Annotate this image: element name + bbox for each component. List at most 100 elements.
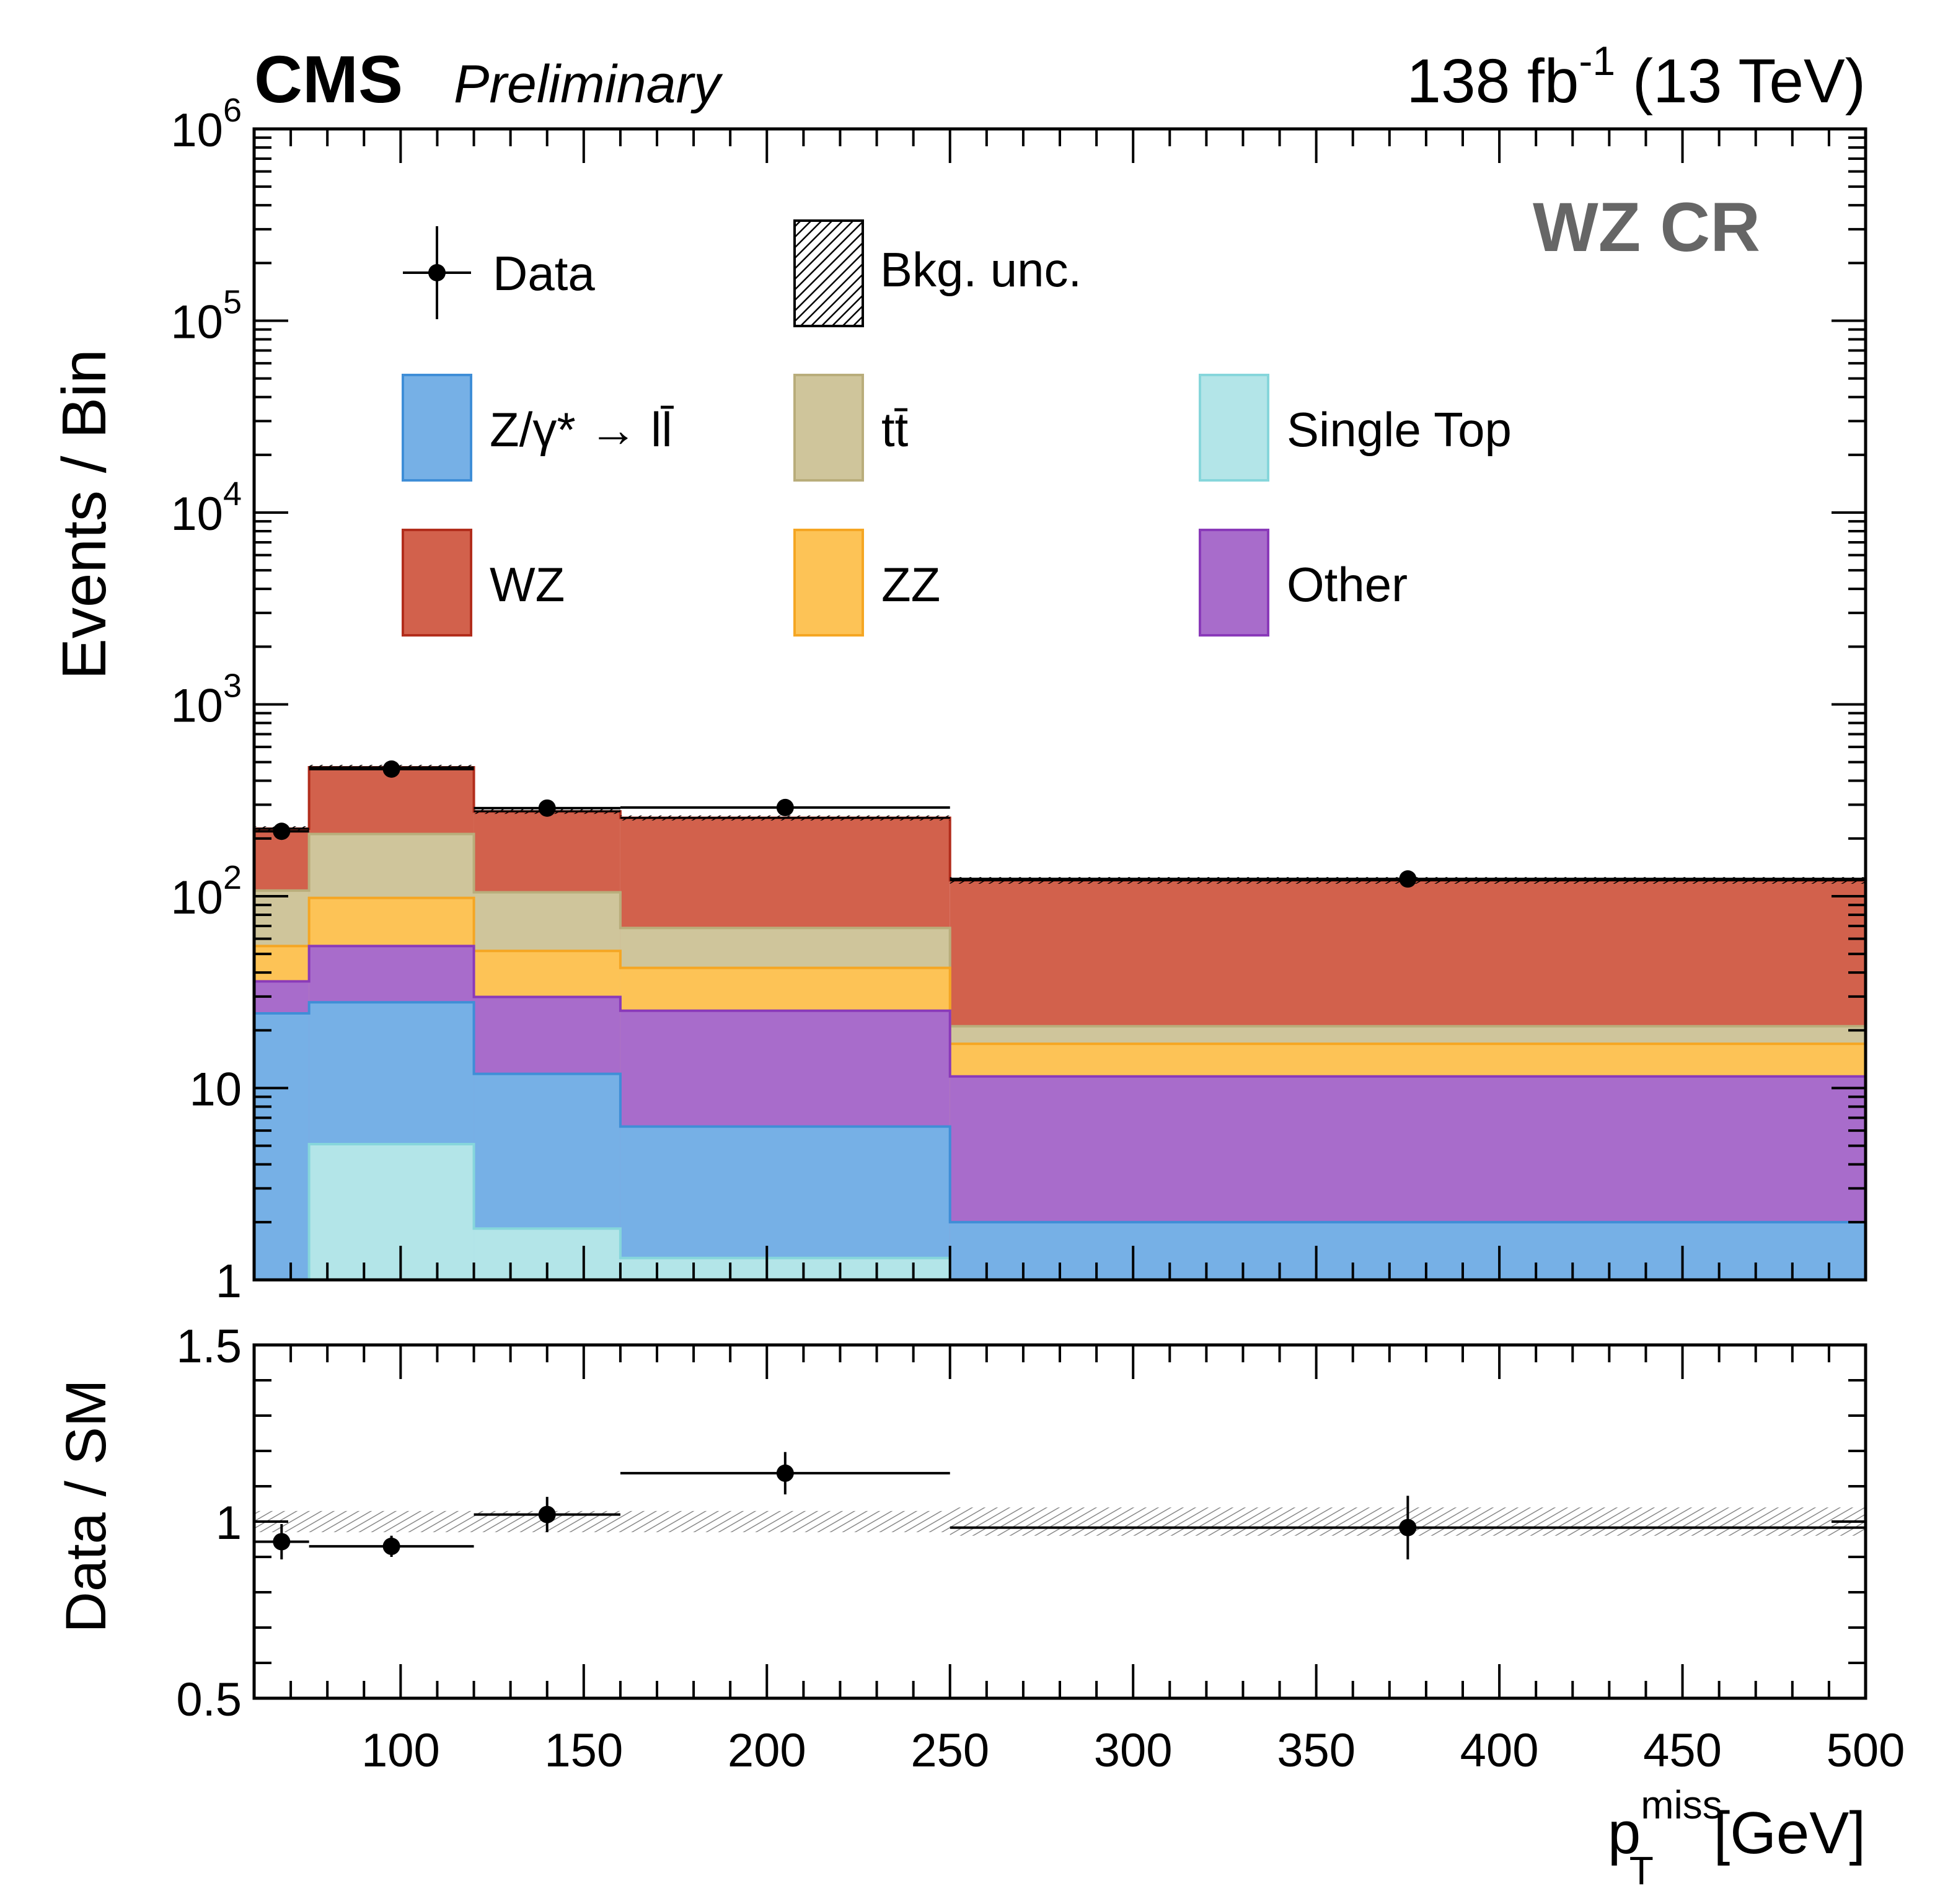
data-point-0	[254, 822, 309, 840]
legend-label-1: tt̄	[881, 402, 909, 457]
ratio-marker-1	[382, 1537, 400, 1555]
ratio-point-2	[474, 1497, 620, 1533]
cms-label: CMS	[254, 42, 403, 117]
legend-label-5: Other	[1287, 557, 1408, 612]
ratio-marker-0	[273, 1533, 291, 1551]
ratio-point-0	[254, 1523, 309, 1559]
legend-label-0: Z/γ* → ll̄	[490, 402, 674, 457]
legend-swatch-4	[793, 529, 864, 637]
series-3-outline	[254, 896, 1866, 1046]
ratio-point-4	[950, 1496, 1866, 1559]
data-marker-1	[382, 760, 400, 778]
x-axis-title-sup: miss	[1641, 1783, 1722, 1827]
data-marker-2	[538, 799, 556, 817]
legend-series-entries: Z/γ* → ll̄ tt̄ Single Top WZ ZZ Other	[402, 374, 1512, 637]
bar-0-3	[620, 1258, 950, 1280]
stacked-histogram	[254, 765, 1866, 1281]
series-1-group	[254, 1001, 1866, 1280]
lumi-energy: (13 TeV)	[1615, 46, 1866, 116]
legend-swatch-1	[793, 374, 864, 482]
legend-swatch-5	[1199, 529, 1269, 637]
legend-entry-data: Data	[403, 226, 595, 319]
ratio-y-axis-title: Data / SM	[55, 1379, 118, 1633]
legend-data-marker	[428, 264, 446, 281]
y-tick-exp-4: 4	[223, 475, 242, 513]
y-tick-base-3: 10	[170, 680, 223, 733]
legend-swatch-bkg-unc	[793, 219, 864, 327]
data-marker-4	[1399, 870, 1417, 888]
ratio-marker-4	[1399, 1518, 1417, 1536]
ratio-y-tick-label-0: 0.5	[176, 1673, 242, 1726]
x-axis-title: pmiss T [GeV]	[1608, 1783, 1866, 1893]
ratio-point-3	[620, 1452, 950, 1495]
lumi-label: 138 fb-1 (13 TeV)	[1406, 38, 1866, 116]
x-tick-label-100: 100	[361, 1724, 440, 1777]
data-marker-3	[776, 798, 794, 816]
y-tick-exp-2: 2	[223, 859, 242, 896]
legend-entry-bkg-unc: Bkg. unc.	[793, 219, 1082, 327]
x-tick-label-250: 250	[910, 1724, 989, 1777]
legend-label-4: ZZ	[881, 557, 940, 612]
lumi-value: 138 fb	[1406, 46, 1579, 116]
legend: Data Bkg. unc. Z/γ* → ll̄ tt̄ Single Top WZ…	[402, 219, 1512, 637]
y-tick-exp-3: 3	[223, 668, 242, 705]
y-tick-exp-5: 5	[223, 284, 242, 321]
y-tick-label-4: 104	[170, 475, 242, 540]
x-axis-title-main: p	[1608, 1800, 1641, 1866]
x-tick-label-150: 150	[544, 1724, 623, 1777]
x-tick-label-350: 350	[1277, 1724, 1356, 1777]
x-tick-label-500: 500	[1827, 1724, 1905, 1777]
data-point-3	[620, 798, 950, 816]
ratio-unc-band-3	[620, 1510, 950, 1533]
legend-swatch-3	[402, 529, 472, 637]
legend-entry-5: Other	[1199, 529, 1408, 637]
data-points	[254, 760, 1866, 888]
y-tick-base-0: 1	[216, 1255, 242, 1308]
y-tick-base-4: 10	[170, 488, 223, 540]
ratio-panel-content	[254, 1452, 1866, 1559]
legend-label-3: WZ	[490, 557, 565, 612]
y-tick-exp-6: 6	[223, 92, 242, 129]
y-tick-label-2: 102	[170, 859, 242, 924]
lumi-exponent: -1	[1579, 38, 1615, 84]
legend-entry-3: WZ	[402, 529, 565, 637]
y-tick-label-5: 105	[170, 284, 242, 349]
y-tick-label-6: 106	[170, 92, 242, 157]
ratio-marker-3	[776, 1464, 794, 1482]
bar-1-3	[620, 1126, 950, 1280]
y-tick-label-3: 103	[170, 668, 242, 733]
bar-0-1	[309, 1144, 474, 1280]
legend-entry-1: tt̄	[793, 374, 909, 482]
data-point-1	[309, 760, 474, 778]
legend-label-bkg-unc: Bkg. unc.	[880, 242, 1082, 297]
y-axis-title: Events / Bin	[50, 349, 119, 680]
legend-entry-4: ZZ	[793, 529, 940, 637]
region-label: WZ CR	[1533, 188, 1760, 266]
ratio-marker-2	[538, 1505, 556, 1523]
x-axis-title-sub: T	[1629, 1848, 1654, 1893]
ratio-y-tick-label-2: 1.5	[176, 1320, 242, 1373]
x-tick-label-450: 450	[1643, 1724, 1722, 1777]
y-tick-base-6: 10	[170, 104, 223, 157]
x-tick-label-300: 300	[1094, 1724, 1173, 1777]
axes: 100 150 200 250 300 350 400 450 5001101021031041…	[170, 92, 1905, 1777]
legend-label-data: Data	[493, 246, 595, 301]
legend-swatch-0	[402, 374, 472, 482]
ratio-y-tick-label-1: 1	[216, 1497, 242, 1549]
ratio-point-1	[309, 1535, 474, 1557]
legend-label-2: Single Top	[1287, 402, 1512, 457]
ratio-unc-band-1	[309, 1510, 474, 1533]
x-axis-title-unit: [GeV]	[1697, 1800, 1866, 1866]
data-marker-0	[273, 822, 291, 840]
x-tick-label-400: 400	[1460, 1724, 1539, 1777]
legend-swatch-2	[1199, 374, 1269, 482]
y-tick-label-1: 10	[189, 1064, 242, 1116]
bar-1-4	[950, 1222, 1866, 1280]
data-point-4	[950, 870, 1866, 888]
series-1-outline	[254, 1001, 1866, 1223]
x-tick-label-200: 200	[728, 1724, 806, 1777]
y-tick-base-5: 10	[170, 296, 223, 349]
series-2-outline	[254, 945, 1866, 1078]
y-tick-base-1: 10	[189, 1064, 242, 1116]
preliminary-label: Preliminary	[454, 55, 723, 114]
